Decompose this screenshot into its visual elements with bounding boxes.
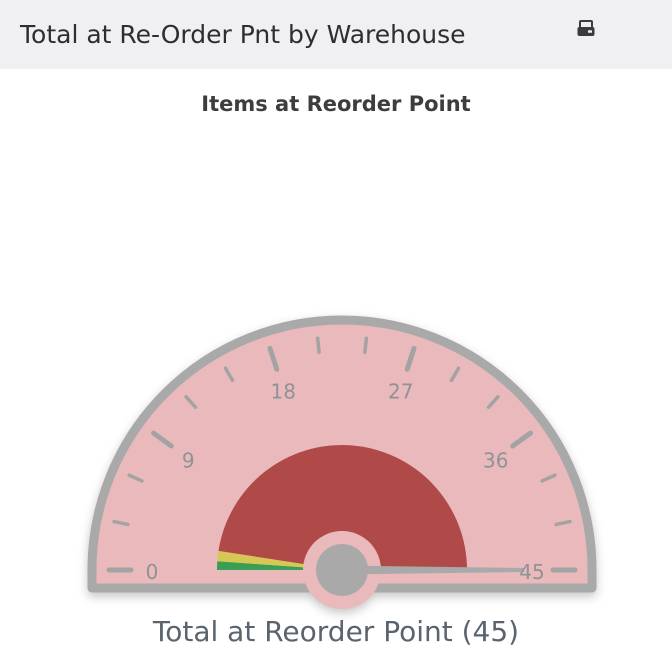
gauge-minor-tick [449,366,461,383]
gauge-minor-tick [127,473,144,483]
chart-title: Items at Reorder Point [201,92,471,116]
gauge-tick-label: 9 [182,448,195,472]
gauge-needle [342,565,524,575]
gauge-tick-label: 0 [146,560,159,584]
portlet-title: Total at Re-Order Pnt by Warehouse [20,20,466,49]
gauge-minor-tick [363,336,369,354]
gauge-major-tick [267,345,280,372]
gauge-major-tick [404,345,417,372]
gauge-minor-tick [223,366,235,383]
gauge-minor-tick [315,336,321,354]
gauge-minor-tick [540,473,557,483]
gauge-major-tick [150,430,174,449]
gauge-minor-tick [554,519,572,527]
gauge-minor-tick [184,395,198,410]
gauge-tick-label: 27 [388,379,413,403]
gauge-footer-label: Total at Reorder Point (45) [152,615,520,648]
printer-icon [577,20,595,36]
gauge-minor-tick [486,395,500,410]
print-button[interactable] [572,16,600,44]
gauge-tick-label: 45 [519,560,544,584]
portlet-header: Total at Re-Order Pnt by Warehouse [0,0,672,69]
gauge-tick-label: 36 [483,448,508,472]
gauge-major-tick [510,430,534,449]
gauge-chart: 0 9 18 27 36 45 [87,315,597,609]
gauge-minor-tick [112,519,130,527]
gauge-needle-hub [316,544,368,596]
gauge-tick-label: 18 [271,379,296,403]
gauge-segment-red [218,445,467,570]
